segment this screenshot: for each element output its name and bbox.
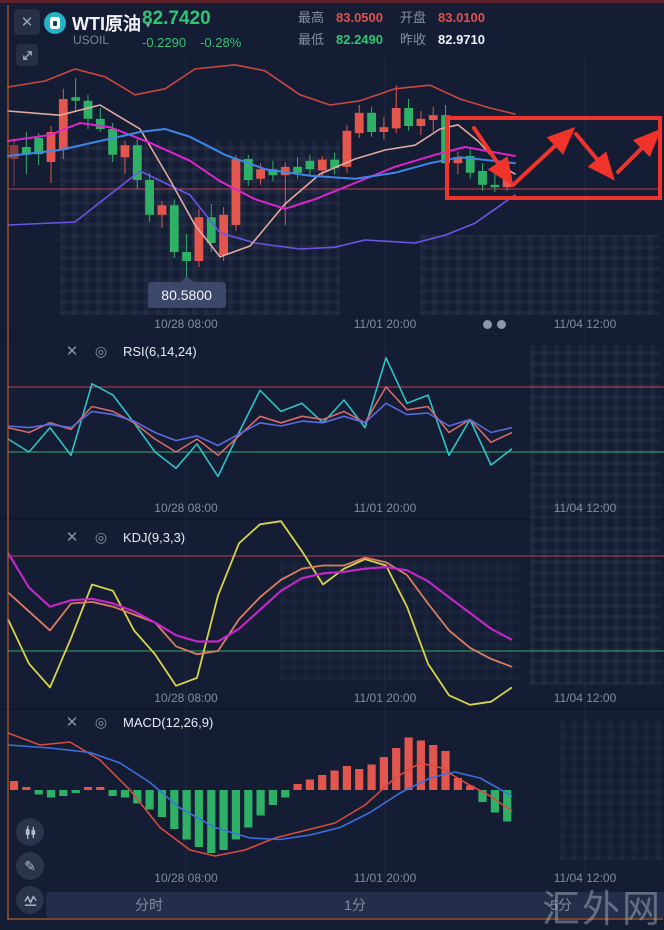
wave-line-icon — [23, 894, 37, 906]
rsi-pane-label: RSI(6,14,24) — [123, 343, 197, 359]
time-axis-kdj: 10/28 08:00 11/01 20:00 11/04 12:00 — [0, 691, 664, 705]
macd-line-DEA — [7, 744, 513, 841]
stat-label: 昨收 — [400, 32, 427, 47]
low-price-tooltip: 80.5800 — [147, 276, 226, 308]
tab-1min[interactable]: 1分 — [344, 897, 366, 913]
kdj-line-J — [7, 520, 513, 706]
close-icon[interactable]: ✕ — [62, 342, 82, 360]
trend-annotation — [445, 116, 662, 200]
kdj-pane-label: KDJ(9,3,3) — [123, 529, 186, 545]
rsi-line-RSI24 — [7, 402, 513, 447]
time-label: 11/01 20:00 — [353, 317, 417, 331]
macd-histogram — [9, 737, 512, 853]
frame-bottom — [7, 918, 663, 920]
collapse-button[interactable] — [16, 44, 38, 66]
indicator-button[interactable] — [16, 886, 44, 914]
stat-label: 最低 — [298, 32, 325, 47]
stat-value-open: 83.0100 — [438, 10, 485, 25]
grid — [0, 58, 664, 886]
time-label: 11/04 12:00 — [553, 691, 617, 705]
rsi-line-RSI6 — [7, 356, 513, 478]
instrument-title[interactable]: WTI原油 ▾ — [72, 10, 151, 36]
settings-icon[interactable]: ◎ — [91, 343, 111, 360]
price-change-percent: -0.28% — [200, 35, 242, 50]
draw-button[interactable]: ✎ — [16, 852, 44, 880]
settings-icon[interactable]: ◎ — [91, 714, 111, 731]
overlay-BOLL-upper — [7, 64, 516, 115]
time-label: 10/28 08:00 — [154, 871, 218, 885]
tab-timeshare[interactable]: 分时 — [135, 897, 163, 913]
price-change: -0.2290 — [142, 35, 187, 50]
timeframe-tabbar: 分时 1分 5分 — [46, 892, 664, 918]
overlay-MA-salmon — [7, 104, 516, 258]
kdj-line-D — [7, 552, 513, 643]
close-button[interactable]: ✕ — [14, 9, 40, 35]
time-label: 11/01 20:00 — [353, 501, 417, 515]
time-label: 10/28 08:00 — [154, 501, 218, 515]
chart-type-button[interactable] — [16, 818, 44, 846]
time-label: 10/28 08:00 — [154, 317, 218, 331]
instrument-symbol: USOIL — [73, 33, 110, 47]
time-label: 11/04 12:00 — [553, 501, 617, 515]
instrument-logo-icon — [44, 12, 66, 34]
chevron-down-icon: ▾ — [145, 17, 152, 31]
top-border-line — [0, 0, 664, 3]
settings-icon[interactable]: ◎ — [91, 529, 111, 546]
price-change-row: -0.2290 -0.28% — [142, 35, 255, 50]
stat-label: 开盘 — [400, 10, 427, 25]
stat-label: 最高 — [298, 10, 325, 25]
candles — [9, 78, 512, 278]
tab-5min[interactable]: 5分 — [550, 897, 572, 913]
time-label: 11/04 12:00 — [553, 317, 617, 331]
close-icon[interactable]: ✕ — [62, 528, 82, 546]
stat-value-high: 83.0500 — [336, 10, 383, 25]
last-price: 82.7420 — [142, 8, 211, 29]
overlay-MA-blue — [7, 128, 516, 180]
frame-left — [7, 5, 9, 919]
time-label: 11/01 20:00 — [353, 871, 417, 885]
time-label: 11/01 20:00 — [353, 691, 417, 705]
time-axis-rsi: 10/28 08:00 11/01 20:00 11/04 12:00 — [0, 501, 664, 515]
instrument-name: WTI原油 — [72, 14, 141, 34]
kdj-line-K — [7, 556, 513, 668]
stat-value-prev-close: 82.9710 — [438, 32, 485, 47]
collapse-icon — [22, 50, 32, 60]
overlay-MA-magenta — [7, 122, 516, 210]
macd-pane-label: MACD(12,26,9) — [123, 714, 214, 730]
time-label: 10/28 08:00 — [154, 691, 218, 705]
candlestick-icon — [25, 825, 35, 839]
ohlc-stats: 最高 83.0500 开盘 83.0100 最低 82.2490 昨收 82.9… — [298, 10, 510, 47]
close-icon[interactable]: ✕ — [62, 713, 82, 731]
pencil-icon: ✎ — [24, 857, 36, 874]
time-axis-main: 10/28 08:00 11/01 20:00 11/04 12:00 — [0, 317, 664, 331]
overlay-BOLL-lower — [7, 170, 516, 250]
macd-line-DIF — [7, 732, 513, 857]
rsi-line-RSI14 — [7, 386, 513, 457]
stat-value-low: 82.2490 — [336, 32, 383, 47]
pagination-dots — [483, 320, 506, 329]
time-label: 11/04 12:00 — [553, 871, 617, 885]
time-axis-macd: 10/28 08:00 11/01 20:00 11/04 12:00 — [0, 871, 664, 885]
